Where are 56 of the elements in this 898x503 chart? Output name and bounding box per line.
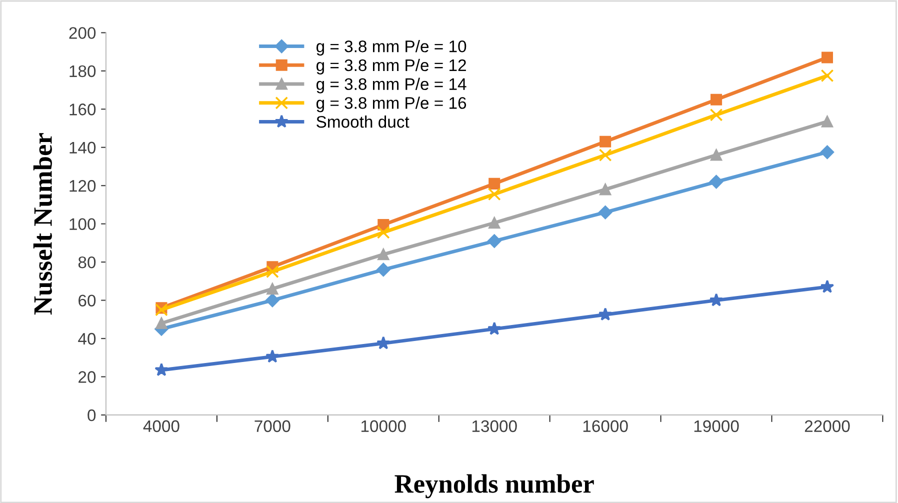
legend-label: g = 3.8 mm P/e = 10 xyxy=(316,40,466,56)
point xyxy=(266,350,280,363)
point xyxy=(266,293,280,308)
y-tick-label: 180 xyxy=(70,65,96,78)
point xyxy=(376,262,390,277)
x-axis-title: Reynolds number xyxy=(394,474,594,498)
point xyxy=(710,149,722,161)
point xyxy=(821,52,834,64)
x-tick-label: 22000 xyxy=(804,420,850,432)
point xyxy=(710,108,723,122)
point xyxy=(820,69,834,82)
point xyxy=(600,136,612,148)
y-tick-label: 20 xyxy=(78,371,96,383)
y-tick-label: 0 xyxy=(88,409,96,422)
y-tick-label: 40 xyxy=(78,332,96,345)
point xyxy=(488,322,502,335)
legend-label: Smooth duct xyxy=(316,116,410,128)
point xyxy=(598,307,612,321)
x-tick-label: 10000 xyxy=(361,420,406,432)
y-tick-label: 200 xyxy=(69,27,96,39)
point xyxy=(820,280,834,293)
point xyxy=(598,206,612,220)
point xyxy=(488,178,500,190)
point xyxy=(709,293,724,306)
point xyxy=(376,336,390,350)
y-tick-label: 120 xyxy=(70,180,96,192)
x-tick-label: 13000 xyxy=(472,420,517,432)
y-tick-label: 140 xyxy=(70,142,96,154)
y-tick-label: 100 xyxy=(70,218,96,230)
x-tick-label: 7000 xyxy=(254,420,290,432)
point xyxy=(488,188,501,201)
legend-label: g = 3.8 mm P/e = 16 xyxy=(316,96,466,112)
point xyxy=(820,145,834,159)
point xyxy=(488,217,500,229)
point xyxy=(488,234,502,248)
y-tick-label: 60 xyxy=(78,294,96,306)
point xyxy=(154,362,168,376)
point xyxy=(378,248,390,260)
point xyxy=(376,226,390,239)
x-tick-label: 19000 xyxy=(694,420,739,432)
point xyxy=(710,94,722,106)
point xyxy=(266,265,279,278)
x-tick-label: 4000 xyxy=(143,420,180,432)
y-tick-label: 80 xyxy=(78,256,96,268)
point xyxy=(266,283,278,295)
point xyxy=(156,317,168,329)
point xyxy=(821,116,834,128)
legend-label: g = 3.8 mm P/e = 14 xyxy=(316,78,466,94)
point xyxy=(709,174,724,189)
point xyxy=(154,303,168,316)
legend-label: g = 3.8 mm P/e = 12 xyxy=(316,58,466,74)
y-tick-label: 160 xyxy=(70,104,96,116)
y-axis-title: Nusselt Number xyxy=(33,133,52,315)
point xyxy=(600,184,612,196)
x-tick-label: 16000 xyxy=(583,420,628,432)
point xyxy=(598,148,612,162)
